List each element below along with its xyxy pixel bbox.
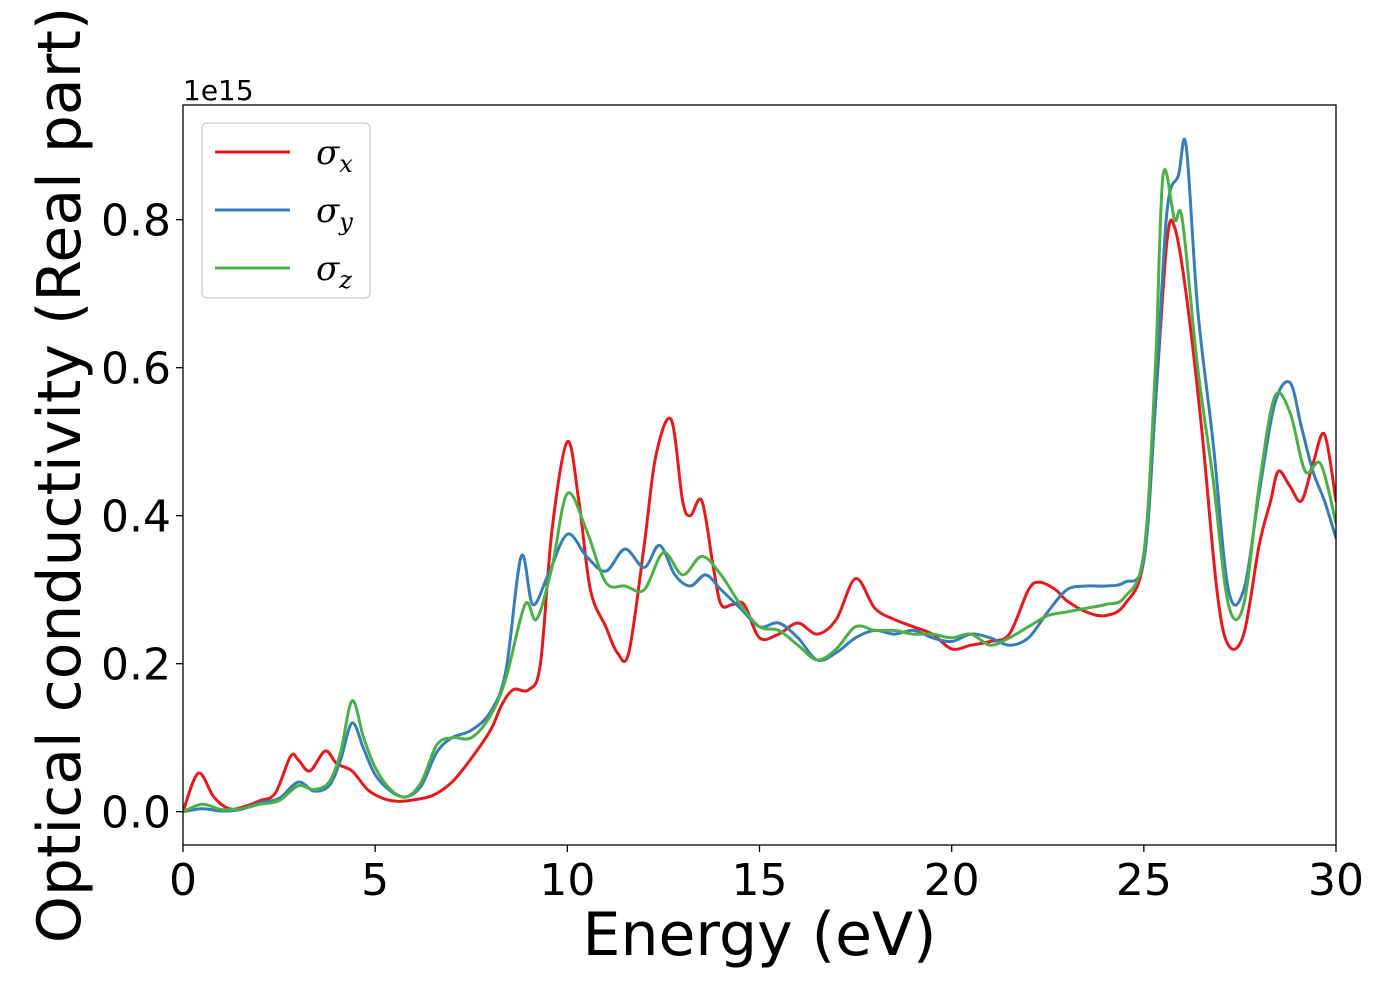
x-tick-label: 15 <box>732 855 788 906</box>
x-tick-label: 25 <box>1116 855 1172 906</box>
x-tick-label: 0 <box>169 855 197 906</box>
y-tick-label: 0.2 <box>101 640 171 691</box>
legend-label-x: σx <box>316 133 353 178</box>
x-tick-label: 30 <box>1308 855 1364 906</box>
x-tick-label: 5 <box>361 855 389 906</box>
legend-subscript-y: y <box>338 208 353 236</box>
legend-subscript-x: x <box>339 150 353 178</box>
series-line-y <box>183 137 1336 814</box>
legend-subscript-z: z <box>338 266 352 294</box>
y-tick-label: 0.4 <box>101 492 171 543</box>
series-line-z <box>183 168 1336 814</box>
ticks-layer: 0 5 10 15 20 25 30 0.0 0.2 0.4 0.6 0.8 <box>101 196 1364 906</box>
y-tick-label: 0.8 <box>101 196 171 247</box>
series-layer <box>183 137 1336 814</box>
x-tick-label: 10 <box>539 855 595 906</box>
x-axis-title: Energy (eV) <box>583 900 937 970</box>
y-tick-label: 0.0 <box>101 788 171 839</box>
series-line-x <box>183 218 1336 814</box>
y-tick-label: 0.6 <box>101 344 171 395</box>
x-tick-label: 20 <box>924 855 980 906</box>
y-axis-title: Optical conductivity (Real part) <box>25 7 95 944</box>
y-offset-text: 1e15 <box>183 74 254 107</box>
